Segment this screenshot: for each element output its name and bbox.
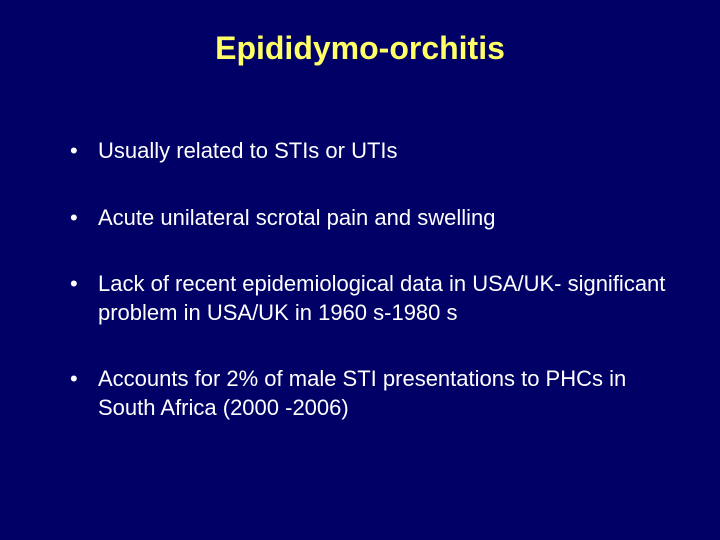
list-item: Accounts for 2% of male STI presentation… — [70, 365, 670, 422]
list-item: Acute unilateral scrotal pain and swelli… — [70, 204, 670, 233]
list-item: Lack of recent epidemiological data in U… — [70, 270, 670, 327]
bullet-list: Usually related to STIs or UTIs Acute un… — [50, 137, 670, 423]
slide-container: Epididymo-orchitis Usually related to ST… — [0, 0, 720, 540]
list-item: Usually related to STIs or UTIs — [70, 137, 670, 166]
slide-title: Epididymo-orchitis — [50, 30, 670, 67]
